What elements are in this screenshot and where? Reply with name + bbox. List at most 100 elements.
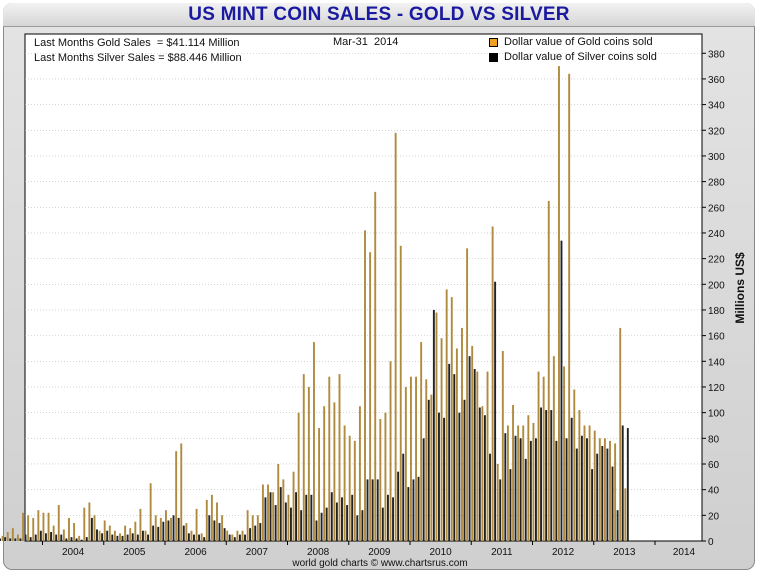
gold-bar (563, 366, 566, 541)
gold-bar (624, 488, 627, 541)
y-tick-label: 40 (708, 486, 720, 497)
gold-bar (527, 415, 530, 541)
silver-bar (550, 410, 553, 541)
silver-bar (70, 537, 73, 541)
gold-bar (297, 412, 300, 541)
silver-bar (371, 479, 374, 541)
gold-bar (348, 435, 351, 541)
gold-bar (88, 502, 91, 541)
silver-bar (193, 534, 195, 541)
silver-bar (483, 415, 486, 541)
silver-bar (182, 525, 185, 541)
gold-bar (47, 512, 50, 541)
silver-bar (448, 363, 451, 541)
gold-bar (124, 525, 127, 541)
silver-bar (208, 515, 211, 541)
x-tick-label: 2011 (491, 547, 513, 558)
gold-bar (547, 200, 550, 541)
silver-bar (295, 492, 298, 541)
silver-bar (509, 469, 512, 541)
gold-bar (517, 425, 520, 541)
silver-bar (606, 448, 609, 541)
y-tick-label: 360 (708, 75, 725, 86)
gold-bar (466, 248, 469, 541)
silver-bar (106, 530, 109, 541)
gold-bar (180, 443, 183, 541)
y-tick-label: 320 (708, 126, 725, 137)
silver-bar (218, 523, 221, 541)
gold-bar (338, 374, 341, 541)
silver-bar (305, 494, 308, 541)
x-tick-label: 2012 (552, 547, 575, 558)
gold-bar (415, 376, 418, 541)
gold-bar (598, 438, 601, 541)
silver-bar (330, 492, 333, 541)
legend-label-silver: Dollar value of Silver coins sold (504, 51, 657, 63)
gold-bar (471, 345, 474, 541)
gold-bar (399, 245, 402, 542)
gold-bar (384, 412, 387, 541)
silver-bar (39, 530, 42, 541)
gold-bar (486, 371, 489, 541)
silver-bar (223, 528, 226, 541)
silver-bar (55, 534, 58, 541)
silver-bar (213, 520, 216, 541)
gold-bar (292, 471, 295, 541)
gold-bar (216, 502, 218, 541)
silver-bar (157, 526, 160, 541)
silver-bar (315, 520, 318, 541)
silver-bar (50, 532, 53, 541)
silver-bar (535, 438, 537, 541)
silver-bar (489, 453, 491, 541)
gold-bar (583, 425, 586, 541)
legend-item-silver: Dollar value of Silver coins sold (489, 50, 657, 65)
gold-bar (323, 406, 326, 541)
silver-bar (417, 476, 420, 541)
silver-bar (203, 537, 206, 541)
silver-bar (167, 520, 170, 541)
gold-bar (1, 535, 4, 541)
x-tick-label: 2014 (673, 547, 696, 558)
silver-bar (320, 512, 323, 541)
silver-bar (453, 374, 456, 541)
gold-bar (108, 525, 111, 541)
silver-bar (402, 453, 405, 541)
y-axis-label: Millions US$ (733, 252, 747, 324)
gold-bar (491, 226, 494, 541)
title-bar: US MINT COIN SALES - GOLD VS SILVER (3, 3, 755, 27)
silver-bar (494, 281, 497, 541)
x-tick-label: 2004 (62, 547, 85, 558)
silver-bar (101, 533, 104, 541)
silver-bar (591, 469, 594, 541)
gold-bar (165, 510, 167, 541)
silver-bar (264, 497, 267, 541)
gold-bar (210, 494, 213, 541)
gold-bar (496, 463, 499, 541)
silver-bar (244, 534, 246, 541)
silver-bar (392, 497, 394, 541)
silver-bar (238, 534, 241, 541)
silver-bar (60, 534, 63, 541)
gold-bar (195, 508, 198, 541)
silver-bar (407, 487, 410, 541)
silver-bar (514, 435, 517, 541)
silver-bar (341, 497, 343, 541)
gold-bar (410, 376, 412, 541)
gold-bar (98, 530, 101, 541)
gold-bar (302, 374, 305, 541)
x-tick-label: 2013 (613, 547, 636, 558)
silver-bar (565, 438, 568, 541)
gold-bar (37, 510, 40, 541)
x-tick-label: 2007 (246, 547, 269, 558)
gold-bar (256, 515, 259, 541)
gold-bar (552, 356, 555, 541)
silver-bar (0, 538, 1, 541)
y-tick-label: 80 (708, 434, 720, 445)
silver-bar (4, 537, 7, 541)
gold-bar (170, 517, 173, 541)
silver-bar (116, 535, 119, 541)
silver-bar (325, 507, 328, 541)
silver-bar (468, 356, 471, 541)
silver-bar (141, 530, 144, 541)
silver-bar (478, 407, 481, 541)
